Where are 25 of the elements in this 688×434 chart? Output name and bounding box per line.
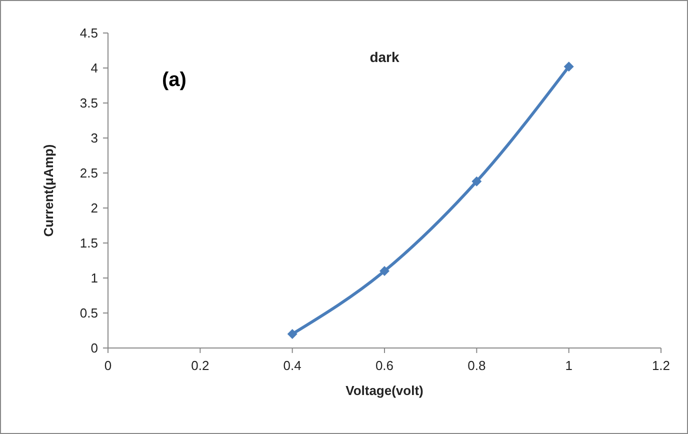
y-tick-label: 2.5 [80, 166, 98, 180]
x-tick-label: 0.8 [468, 358, 486, 373]
y-tick-label: 0 [90, 340, 98, 356]
point [564, 62, 574, 72]
y-tick-label: 4 [90, 60, 98, 76]
x-tick-label: 0 [104, 358, 112, 373]
y-tick-label: 1 [90, 270, 98, 286]
y-tick-label: 3.5 [80, 96, 98, 110]
annotation: (a) [162, 69, 186, 91]
y-axis-title: Current(μAmp) [41, 144, 56, 237]
y-tick-label: 0.5 [80, 306, 98, 320]
y-tick-label: 2 [90, 200, 98, 216]
y-tick-label: 3 [90, 130, 98, 146]
x-tick-label: 1 [565, 358, 572, 373]
x-tick-label: 0.2 [191, 358, 210, 373]
y-tick-label: 1.5 [80, 236, 98, 250]
x-tick-label: 1.2 [652, 358, 670, 373]
point [472, 176, 482, 186]
y-tick-label: 4.5 [80, 26, 98, 40]
point [380, 266, 390, 276]
x-axis-title: Voltage(volt) [346, 383, 424, 398]
point [287, 329, 298, 339]
text: dark [370, 49, 400, 65]
x-tick-label: 0.6 [375, 358, 394, 373]
x-tick-label: 0.4 [283, 358, 302, 373]
